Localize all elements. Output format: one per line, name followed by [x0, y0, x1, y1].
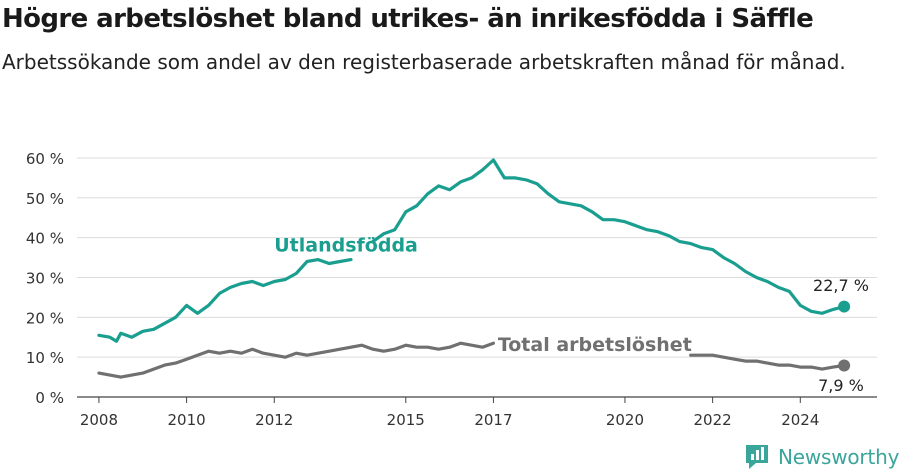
newsworthy-logo-icon	[746, 445, 768, 469]
series-line	[97, 258, 353, 343]
y-tick-label: 60 %	[26, 150, 64, 168]
y-tick-label: 50 %	[26, 190, 64, 208]
x-tick-label: 2024	[781, 411, 819, 429]
series-utlandsfodda	[97, 158, 851, 343]
y-tick-label: 10 %	[26, 349, 64, 367]
x-tick-label: 2012	[255, 411, 293, 429]
x-tick-label: 2022	[694, 411, 732, 429]
brand-logo: Newsworthy	[744, 442, 899, 472]
series-line	[371, 158, 846, 315]
y-tick-label: 20 %	[26, 309, 64, 327]
x-tick-label: 2010	[167, 411, 205, 429]
y-tick-label: 30 %	[26, 269, 64, 287]
chart-title: Högre arbetslöshet bland utrikes- än inr…	[2, 4, 814, 34]
series-line	[97, 341, 495, 379]
end-point-marker	[838, 359, 851, 372]
x-tick-label: 2008	[80, 411, 118, 429]
brand-name: Newsworthy	[778, 445, 900, 469]
x-tick-label: 2015	[387, 411, 425, 429]
x-tick-label: 2017	[474, 411, 512, 429]
series-label-total: Total arbetslöshet	[498, 334, 692, 356]
end-value-label-utlandsfodda: 22,7 %	[813, 276, 869, 295]
end-value-label-total: 7,9 %	[818, 376, 864, 395]
chart-subtitle: Arbetssökande som andel av den registerb…	[2, 50, 846, 74]
series-label-utlandsfodda: Utlandsfödda	[274, 235, 418, 257]
y-tick-label: 0 %	[35, 389, 64, 407]
end-point-marker	[838, 300, 851, 313]
y-tick-label: 40 %	[26, 230, 64, 248]
series-line	[689, 353, 846, 371]
x-tick-label: 2020	[606, 411, 644, 429]
series-total	[97, 341, 851, 379]
